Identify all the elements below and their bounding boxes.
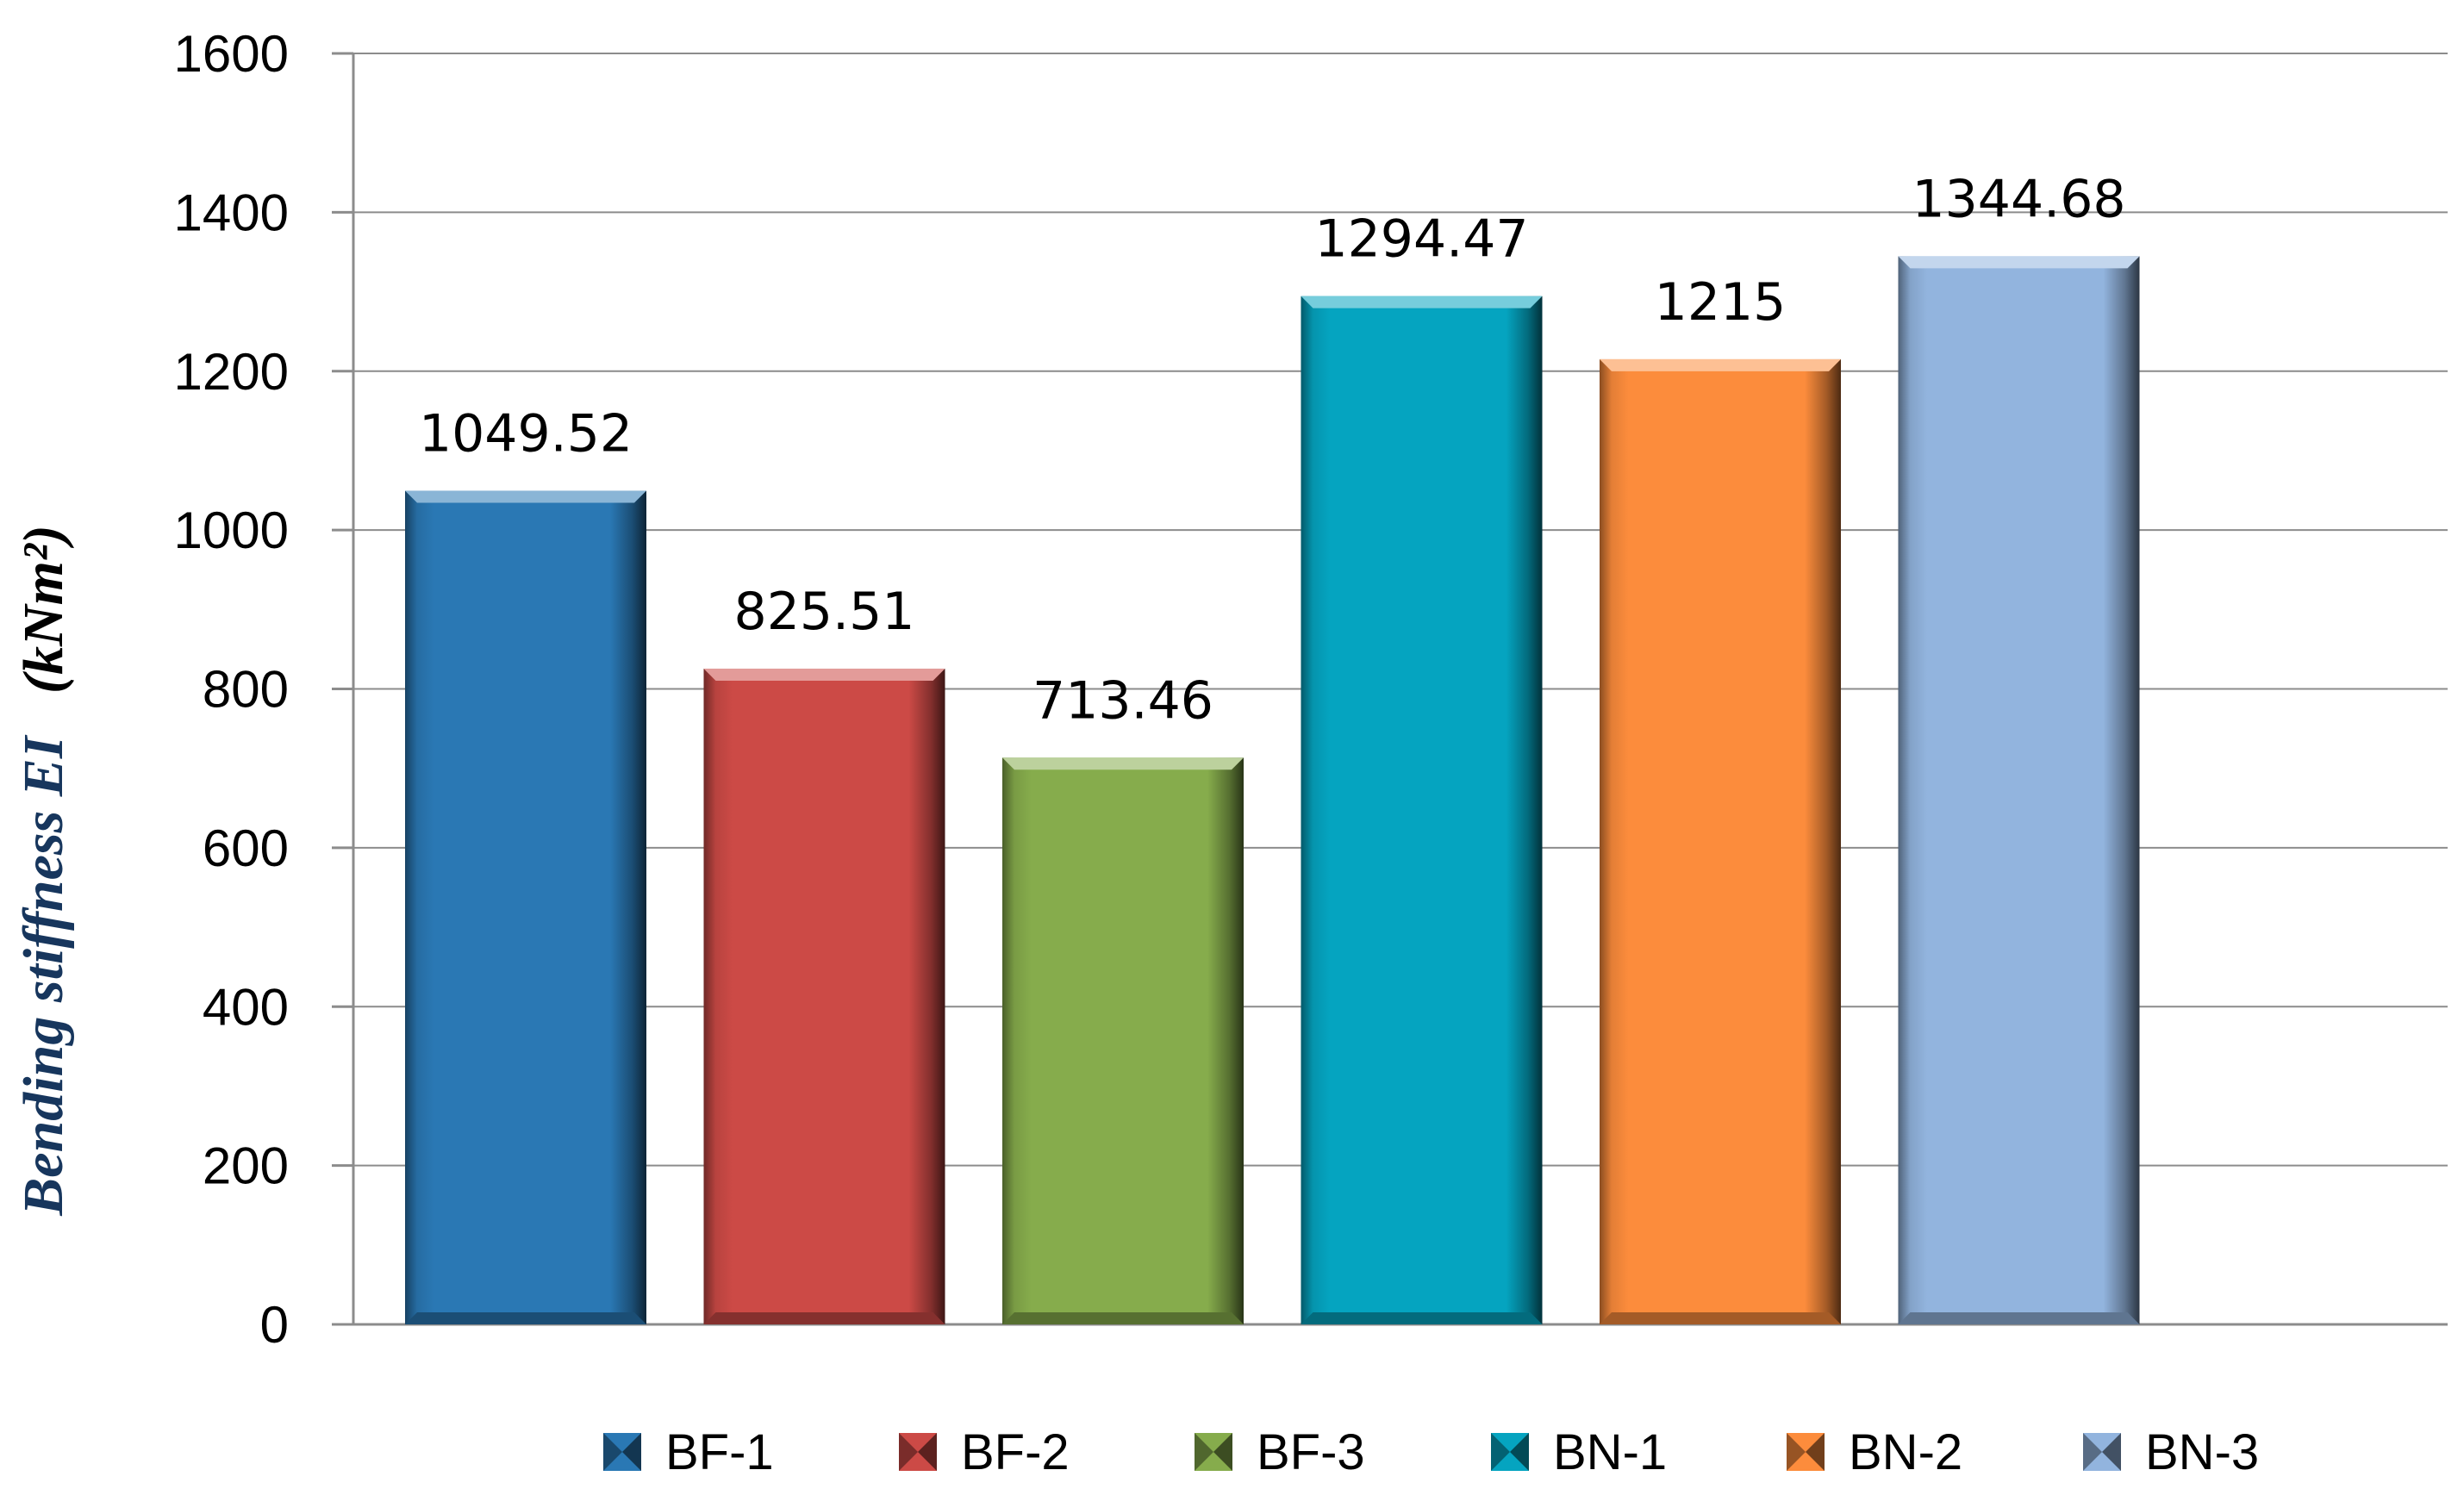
legend-swatch-shade [1213, 1433, 1232, 1471]
bar-bottom-bevel [1002, 1312, 1244, 1324]
legend-label: BN-3 [2145, 1424, 2259, 1480]
bar-body [1898, 256, 2140, 1324]
bar-body [405, 490, 646, 1324]
legend-swatch-shade [1787, 1433, 1806, 1471]
legend-swatch-shade [918, 1433, 937, 1471]
value-label: 1294.47 [1314, 209, 1528, 270]
bar-body [1002, 757, 1244, 1324]
value-label: 1344.68 [1912, 169, 2125, 229]
legend-label: BN-1 [1553, 1424, 1667, 1480]
legend-label: BF-3 [1257, 1424, 1365, 1480]
bar-top-bevel [1301, 296, 1543, 308]
y-axis-label-unit: (kNm²) [12, 525, 75, 694]
bar-bn-1 [1301, 296, 1543, 1325]
value-label: 1049.52 [419, 403, 633, 464]
bar-body [1600, 358, 1841, 1324]
bar-top-bevel [405, 490, 646, 503]
bar-bf-1 [405, 490, 646, 1324]
legend-swatch-shade [1195, 1433, 1213, 1471]
y-axis-label: Bending stiffness EI (kNm²) [12, 525, 75, 1217]
legend-swatch-shade [899, 1433, 918, 1471]
y-tick-label: 1200 [174, 343, 289, 401]
legend-item-bf-2: BF-2 [899, 1424, 1070, 1480]
legend: BF-1 BF-2 BF-3 BN-1 BN-2 BN-3 [603, 1424, 2259, 1480]
legend-swatch-shade [622, 1433, 641, 1471]
y-tick-label: 1000 [174, 501, 289, 559]
y-tick-label: 200 [203, 1137, 289, 1195]
bar-bottom-bevel [1600, 1312, 1841, 1324]
value-label: 713.46 [1032, 670, 1213, 731]
bar-bottom-bevel [1898, 1312, 2140, 1324]
legend-item-bf-1: BF-1 [603, 1424, 774, 1480]
y-tick-label: 800 [203, 661, 289, 719]
bar-top-bevel [1898, 256, 2140, 269]
legend-swatch-shade [603, 1433, 622, 1471]
bar-top-bevel [703, 668, 945, 681]
bar-top-bevel [1002, 757, 1244, 770]
legend-item-bf-3: BF-3 [1195, 1424, 1365, 1480]
legend-label: BF-2 [961, 1424, 1070, 1480]
legend-swatch-shade [2102, 1433, 2121, 1471]
legend-swatch-shade [1510, 1433, 1529, 1471]
y-tick-label: 1600 [174, 25, 289, 83]
legend-item-bn-1: BN-1 [1491, 1424, 1667, 1480]
legend-swatch-shade [1491, 1433, 1510, 1471]
y-tick-labels: 0 200 400 600 800 1000 1200 1400 1600 [174, 25, 289, 1354]
value-label: 1215 [1655, 272, 1787, 333]
y-axis-label-text: Bending stiffness EI [12, 694, 75, 1217]
legend-label: BN-2 [1849, 1424, 1962, 1480]
bar-body [1301, 296, 1543, 1325]
y-tick-label: 600 [203, 819, 289, 877]
bar-top-bevel [1600, 358, 1841, 371]
bars [405, 256, 2140, 1325]
bar-bn-2 [1600, 358, 1841, 1324]
bar-bottom-bevel [703, 1312, 945, 1324]
bar-bn-3 [1898, 256, 2140, 1324]
value-label: 825.51 [734, 582, 915, 642]
bar-bf-2 [703, 668, 945, 1324]
bar-bottom-bevel [405, 1312, 646, 1324]
legend-swatch-shade [2083, 1433, 2102, 1471]
legend-item-bn-3: BN-3 [2083, 1424, 2259, 1480]
bar-bottom-bevel [1301, 1312, 1543, 1324]
legend-swatch-shade [1806, 1433, 1825, 1471]
y-tick-label: 1400 [174, 184, 289, 241]
y-axis-title: Bending stiffness EI (kNm²) [12, 525, 75, 1217]
y-tick-label: 0 [260, 1296, 289, 1354]
bar-body [703, 668, 945, 1324]
bar-bf-3 [1002, 757, 1244, 1324]
y-tick-label: 400 [203, 978, 289, 1036]
value-labels: 1049.52 825.51 713.46 1294.47 1215 1344.68 [419, 169, 2126, 731]
legend-item-bn-2: BN-2 [1787, 1424, 1962, 1480]
legend-label: BF-1 [665, 1424, 774, 1480]
